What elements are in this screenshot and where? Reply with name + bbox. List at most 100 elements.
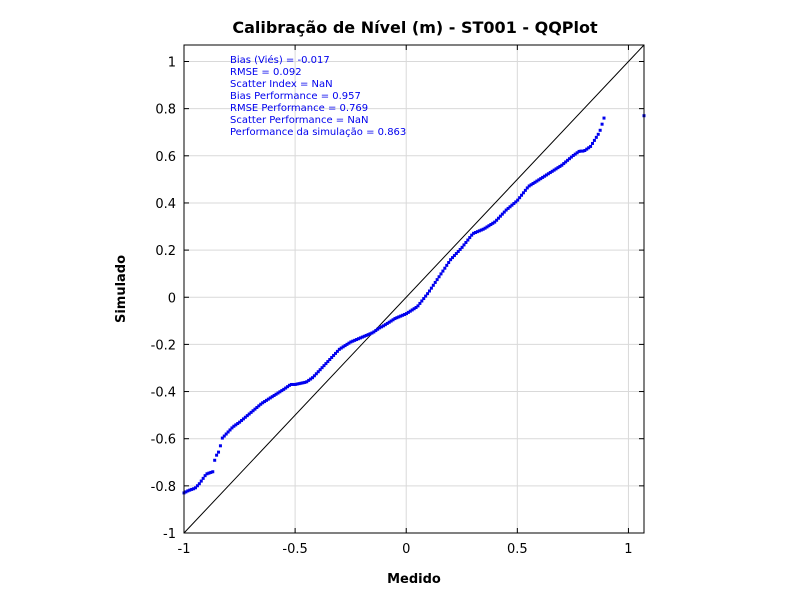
qq-point: [368, 332, 372, 336]
grid-lines: [184, 45, 644, 533]
y-axis-label: Simulado: [114, 255, 129, 323]
qq-point: [240, 419, 244, 423]
qq-point: [389, 319, 393, 323]
qq-point: [470, 233, 474, 237]
y-tick-label: 0.4: [155, 197, 176, 212]
qq-point: [299, 381, 303, 385]
qq-point: [378, 326, 382, 330]
qq-point: [550, 169, 554, 173]
qq-point: [280, 389, 284, 393]
qq-point: [497, 216, 501, 220]
qq-point: [527, 184, 531, 188]
qq-point: [192, 487, 196, 491]
qq-point: [251, 409, 255, 413]
qq-point: [420, 299, 424, 303]
x-axis-ticks: -1 -0.5 0 0.5 1: [178, 45, 633, 557]
y-tick-label: -0.8: [151, 480, 176, 495]
qq-point: [508, 205, 512, 209]
qq-point: [339, 346, 343, 350]
qq-point: [449, 258, 453, 262]
qq-point: [589, 144, 593, 148]
qq-point: [263, 400, 267, 404]
qq-point: [270, 395, 274, 399]
qq-point: [357, 337, 361, 341]
qq-point: [477, 229, 481, 233]
qq-point: [399, 314, 403, 318]
qq-point: [249, 410, 253, 414]
qq-point: [491, 221, 495, 225]
qq-point: [437, 275, 441, 279]
qq-point: [334, 351, 338, 355]
qq-point: [602, 116, 606, 120]
qq-point: [241, 417, 245, 421]
qq-point: [445, 263, 449, 267]
qq-point: [207, 471, 211, 475]
qq-point: [322, 364, 326, 368]
qq-point: [516, 198, 520, 202]
qq-point: [287, 383, 291, 387]
qq-point: [222, 434, 226, 438]
qq-point: [268, 396, 272, 400]
qq-point: [564, 160, 568, 164]
qq-point: [416, 304, 420, 308]
y-tick-label: -0.2: [151, 338, 176, 353]
qq-point: [374, 329, 378, 333]
qq-point: [523, 188, 527, 192]
qq-point: [337, 347, 341, 351]
qq-point: [539, 177, 543, 181]
qq-point: [403, 312, 407, 316]
qq-point: [406, 310, 410, 314]
qq-point: [587, 146, 591, 150]
qq-point: [464, 240, 468, 244]
qq-point: [590, 141, 594, 145]
qq-point: [326, 360, 330, 364]
y-tick-label: -0.4: [151, 386, 176, 401]
qq-point: [598, 128, 602, 132]
qq-point: [274, 392, 278, 396]
qq-point: [426, 292, 430, 296]
qq-point: [433, 280, 437, 284]
stat-scatter-index: Scatter Index = NaN: [230, 79, 333, 90]
qq-point: [556, 166, 560, 170]
qq-point: [537, 178, 541, 182]
qq-point: [439, 272, 443, 276]
qq-point: [393, 317, 397, 321]
qq-point: [278, 390, 282, 394]
qq-point: [391, 318, 395, 322]
qq-point: [518, 196, 522, 200]
qq-point: [332, 353, 336, 357]
qq-point: [310, 376, 314, 380]
qq-point: [289, 382, 293, 386]
qq-point: [243, 415, 247, 419]
qq-point: [353, 338, 357, 342]
qq-point: [481, 227, 485, 231]
qq-point: [215, 453, 219, 457]
qq-point: [276, 391, 280, 395]
qq-point: [385, 321, 389, 325]
qq-point: [264, 398, 268, 402]
qq-point: [546, 172, 550, 176]
qq-point: [533, 180, 537, 184]
qq-point: [218, 444, 222, 448]
qq-point: [529, 183, 533, 187]
qq-point: [255, 405, 259, 409]
qq-point: [190, 487, 194, 491]
qq-point: [483, 226, 487, 230]
qq-point: [566, 158, 570, 162]
qq-point: [498, 214, 502, 218]
qq-point: [441, 269, 445, 273]
y-tick-label: 0.8: [155, 103, 176, 118]
stat-rmse: RMSE = 0.092: [230, 67, 302, 78]
qq-point: [548, 171, 552, 175]
qq-point: [472, 231, 476, 235]
qq-point: [560, 163, 564, 167]
qq-point: [543, 174, 547, 178]
qq-point: [201, 476, 205, 480]
qq-point: [259, 402, 263, 406]
qq-point: [404, 312, 408, 316]
stat-bias-performance: Bias Performance = 0.957: [230, 91, 361, 102]
qq-point: [245, 414, 249, 418]
qq-point: [500, 212, 504, 216]
qq-point: [558, 164, 562, 168]
qq-point: [395, 316, 399, 320]
